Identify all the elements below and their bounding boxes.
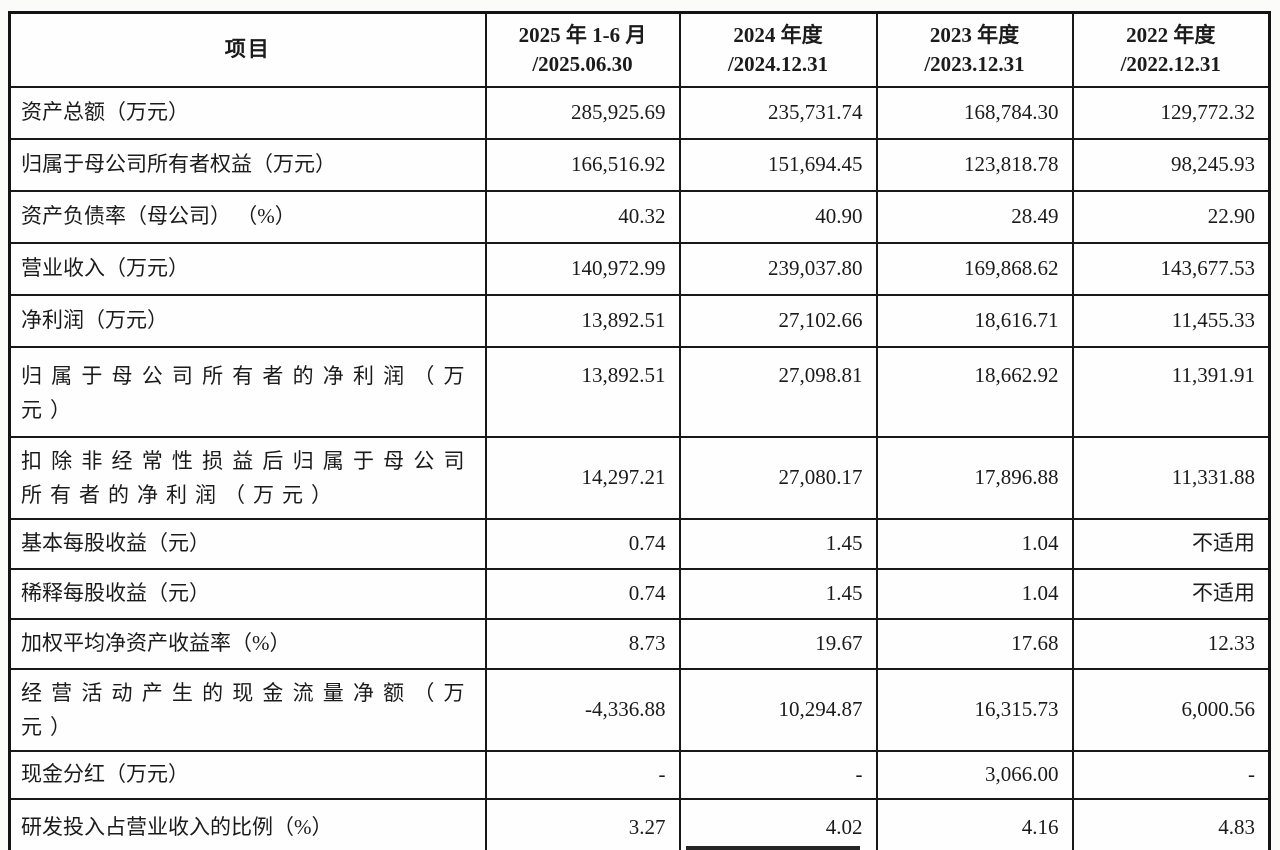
period-line2: /2025.06.30 [532, 51, 633, 76]
table-row-revenue: 营业收入（万元） 140,972.99 239,037.80 169,868.6… [8, 241, 1271, 296]
cell-value: 17.68 [875, 617, 1074, 670]
cell-value: 27,102.66 [678, 293, 878, 348]
row-label: 经营活动产生的现金流量净额（万元） [8, 667, 487, 752]
cell-value: 11,331.88 [1071, 435, 1271, 520]
cell-value: 10,294.87 [678, 667, 878, 752]
cell-value: 12.33 [1071, 617, 1271, 670]
row-label: 基本每股收益（元） [8, 517, 487, 570]
cell-value: 285,925.69 [484, 85, 681, 140]
header-row: 项目 2025 年 1-6 月 /2025.06.30 2024 年度 /202… [8, 11, 1271, 88]
period-line2: /2023.12.31 [924, 51, 1025, 76]
cell-value: 不适用 [1071, 517, 1271, 570]
table-row-basic-eps: 基本每股收益（元） 0.74 1.45 1.04 不适用 [8, 517, 1271, 570]
row-label: 营业收入（万元） [8, 241, 487, 296]
cell-value: 169,868.62 [875, 241, 1074, 296]
cell-value: 166,516.92 [484, 137, 681, 192]
cell-value: 1.04 [875, 567, 1074, 620]
period-line1: 2023 年度 [929, 22, 1020, 47]
financial-summary-table: 项目 2025 年 1-6 月 /2025.06.30 2024 年度 /202… [8, 11, 1271, 850]
cell-value: 8.73 [484, 617, 681, 670]
cell-value: 11,391.91 [1071, 345, 1271, 438]
cell-value: 不适用 [1071, 567, 1271, 620]
row-label: 扣除非经常性损益后归属于母公司所有者的净利润（万元） [8, 435, 487, 520]
row-label: 加权平均净资产收益率（%） [8, 617, 487, 670]
cell-value: 129,772.32 [1071, 85, 1271, 140]
row-label: 稀释每股收益（元） [8, 567, 487, 620]
cell-value: 151,694.45 [678, 137, 878, 192]
cell-value: - [484, 749, 681, 800]
cell-value: 4.83 [1071, 797, 1271, 850]
cell-value: 1.45 [678, 567, 878, 620]
table-row-operating-cashflow: 经营活动产生的现金流量净额（万元） -4,336.88 10,294.87 16… [8, 667, 1271, 752]
table-body: 资产总额（万元） 285,925.69 235,731.74 168,784.3… [8, 85, 1271, 850]
column-header-item: 项目 [8, 11, 487, 88]
cell-value: 28.49 [875, 189, 1074, 244]
cell-value: 4.02 [678, 797, 878, 850]
table-row-parent-net-profit: 归属于母公司所有者的净利润（万元） 13,892.51 27,098.81 18… [8, 345, 1271, 438]
cell-value: 17,896.88 [875, 435, 1074, 520]
column-header-2022: 2022 年度 /2022.12.31 [1071, 11, 1271, 88]
row-label: 归属于母公司所有者权益（万元） [8, 137, 487, 192]
cell-value: 6,000.56 [1071, 667, 1271, 752]
cell-value: 0.74 [484, 517, 681, 570]
cell-value: 98,245.93 [1071, 137, 1271, 192]
period-line1: 2024 年度 [733, 22, 823, 47]
cell-value: 18,616.71 [875, 293, 1074, 348]
table-row-cash-dividend: 现金分红（万元） - - 3,066.00 - [8, 749, 1271, 800]
cell-value: 16,315.73 [875, 667, 1074, 752]
cell-value: 239,037.80 [678, 241, 878, 296]
row-label: 净利润（万元） [8, 293, 487, 348]
cell-value: 40.32 [484, 189, 681, 244]
cell-value: 22.90 [1071, 189, 1271, 244]
table-row-weighted-roe: 加权平均净资产收益率（%） 8.73 19.67 17.68 12.33 [8, 617, 1271, 670]
cell-value: 123,818.78 [875, 137, 1074, 192]
cell-value: 13,892.51 [484, 345, 681, 438]
cell-value: 140,972.99 [484, 241, 681, 296]
period-line1: 2025 年 1-6 月 [518, 22, 647, 47]
cell-value: 19.67 [678, 617, 878, 670]
table-row-total-assets: 资产总额（万元） 285,925.69 235,731.74 168,784.3… [8, 85, 1271, 140]
period-line2: /2022.12.31 [1120, 51, 1221, 76]
table-row-parent-equity: 归属于母公司所有者权益（万元） 166,516.92 151,694.45 12… [8, 137, 1271, 192]
cell-value: 1.45 [678, 517, 878, 570]
table-row-deducted-net-profit: 扣除非经常性损益后归属于母公司所有者的净利润（万元） 14,297.21 27,… [8, 435, 1271, 520]
column-header-2024: 2024 年度 /2024.12.31 [678, 11, 878, 88]
table-row-net-profit: 净利润（万元） 13,892.51 27,102.66 18,616.71 11… [8, 293, 1271, 348]
cell-value: -4,336.88 [484, 667, 681, 752]
cell-value: 40.90 [678, 189, 878, 244]
column-header-2023: 2023 年度 /2023.12.31 [875, 11, 1074, 88]
cell-value: 3,066.00 [875, 749, 1074, 800]
cell-value: 13,892.51 [484, 293, 681, 348]
cell-value: 11,455.33 [1071, 293, 1271, 348]
cell-value: 235,731.74 [678, 85, 878, 140]
cell-value: 1.04 [875, 517, 1074, 570]
column-header-2025h1: 2025 年 1-6 月 /2025.06.30 [484, 11, 681, 88]
row-label: 归属于母公司所有者的净利润（万元） [8, 345, 487, 438]
row-label: 现金分红（万元） [8, 749, 487, 800]
period-line2: /2024.12.31 [727, 51, 829, 76]
row-label: 资产负债率（母公司） （%） [8, 189, 487, 244]
table-row-debt-ratio: 资产负债率（母公司） （%） 40.32 40.90 28.49 22.90 [8, 189, 1271, 244]
cell-value: 18,662.92 [875, 345, 1074, 438]
table-row-diluted-eps: 稀释每股收益（元） 0.74 1.45 1.04 不适用 [8, 567, 1271, 620]
cell-value: 27,098.81 [678, 345, 878, 438]
table-row-rd-ratio: 研发投入占营业收入的比例（%） 3.27 4.02 4.16 4.83 [8, 797, 1271, 850]
cell-value: - [678, 749, 878, 800]
row-label: 研发投入占营业收入的比例（%） [8, 797, 487, 850]
cell-value: 4.16 [875, 797, 1074, 850]
table-header: 项目 2025 年 1-6 月 /2025.06.30 2024 年度 /202… [8, 11, 1271, 88]
period-line1: 2022 年度 [1126, 22, 1216, 47]
cell-value: 3.27 [484, 797, 681, 850]
cell-value: 143,677.53 [1071, 241, 1271, 296]
row-label: 资产总额（万元） [8, 85, 487, 140]
cell-value: 27,080.17 [678, 435, 878, 520]
cell-value: 168,784.30 [875, 85, 1074, 140]
cell-value: - [1071, 749, 1271, 800]
cell-value: 14,297.21 [484, 435, 681, 520]
cell-value: 0.74 [484, 567, 681, 620]
page-edge-artifact [686, 846, 860, 850]
